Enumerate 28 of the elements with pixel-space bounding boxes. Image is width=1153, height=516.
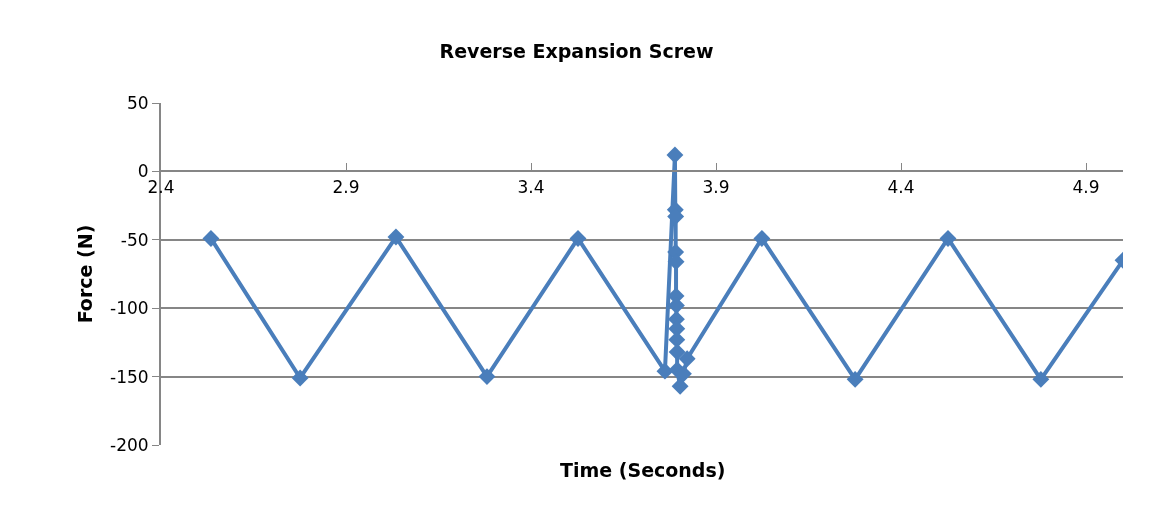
y-axis-title: Force (N) bbox=[74, 224, 97, 324]
y-tick-label: 0 bbox=[137, 161, 149, 182]
y-tick-label: -50 bbox=[120, 229, 149, 250]
x-tick-label: 2.9 bbox=[332, 176, 360, 197]
x-tick-label: 4.9 bbox=[1072, 176, 1100, 197]
chart-title: Reverse Expansion Screw bbox=[439, 40, 714, 63]
point bbox=[666, 146, 684, 164]
y-tick-label: -200 bbox=[110, 434, 149, 455]
point bbox=[678, 350, 696, 368]
point bbox=[291, 369, 309, 387]
point bbox=[656, 362, 674, 380]
point bbox=[668, 343, 686, 361]
x-tick-label: 3.4 bbox=[517, 176, 545, 197]
point bbox=[569, 229, 587, 247]
x-tick-label: 4.4 bbox=[887, 176, 915, 197]
point bbox=[387, 228, 405, 246]
y-tick-label: -150 bbox=[110, 366, 149, 387]
point bbox=[846, 370, 864, 388]
x-tick-label: 3.9 bbox=[702, 176, 730, 197]
y-tick-label: 50 bbox=[126, 92, 149, 113]
x-axis-title: Time (Seconds) bbox=[560, 459, 726, 481]
point bbox=[753, 229, 771, 247]
point bbox=[939, 229, 957, 247]
y-tick-label: -100 bbox=[110, 298, 149, 319]
point bbox=[1032, 370, 1050, 388]
point bbox=[478, 368, 496, 386]
point bbox=[202, 229, 220, 247]
x-tick-label: 2.4 bbox=[147, 176, 175, 197]
